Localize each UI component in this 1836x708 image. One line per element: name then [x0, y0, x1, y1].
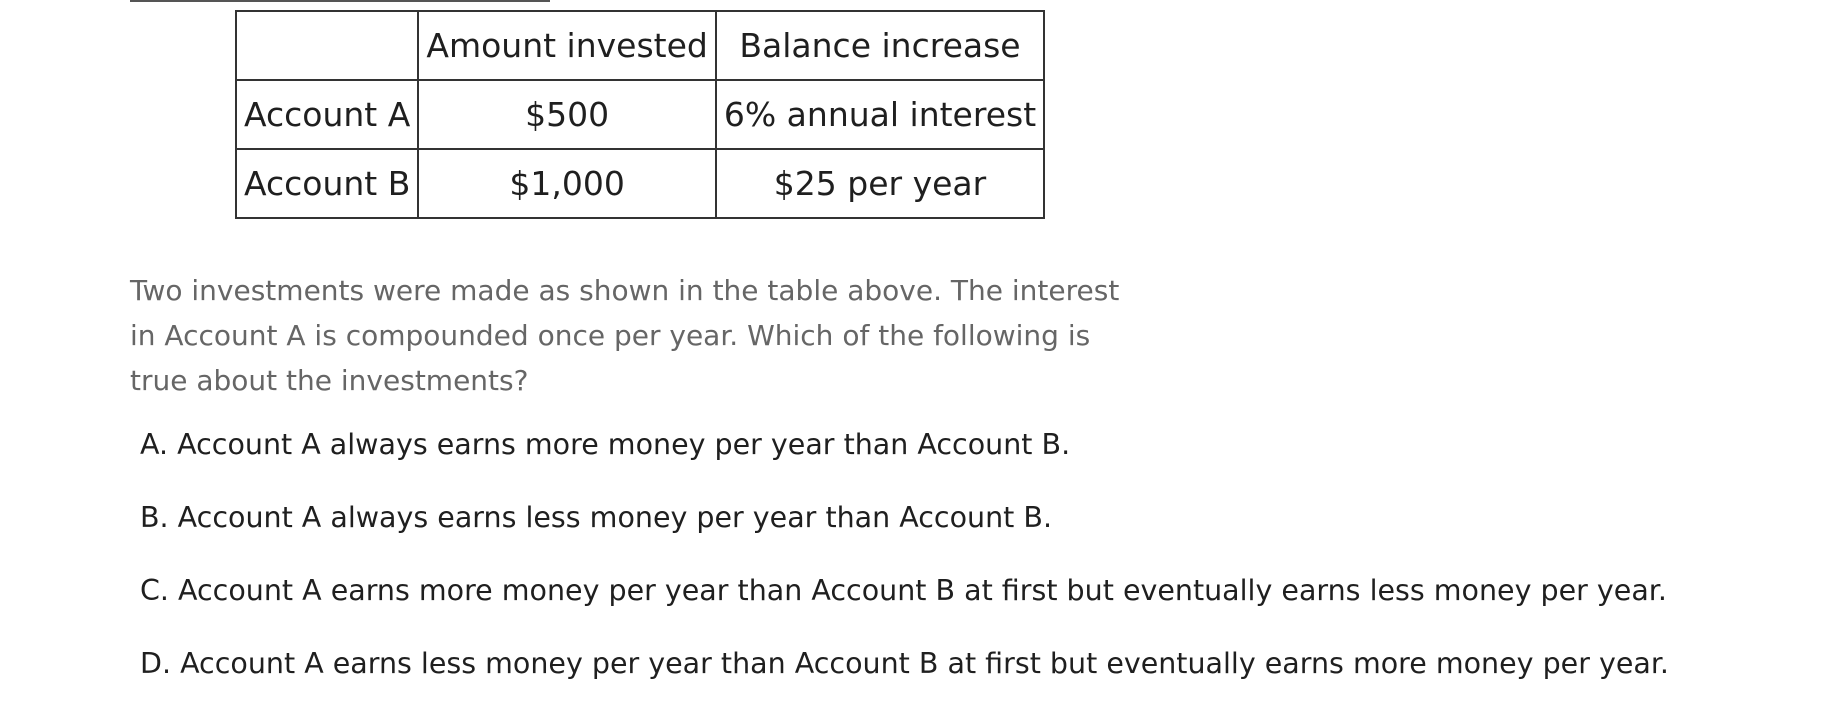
table-cell-account: Account A	[234, 79, 420, 150]
question-text: Two investments were made as shown in th…	[130, 274, 1120, 397]
top-divider	[130, 0, 550, 2]
choice-b[interactable]: B. Account A always earns less money per…	[140, 501, 1053, 534]
answer-choices: A. Account A always earns more money per…	[140, 422, 1669, 708]
table-cell-account: Account B	[234, 148, 420, 219]
table-row: Account A $500 6% annual interest	[234, 79, 1046, 150]
choice-c[interactable]: C. Account A earns more money per year t…	[140, 574, 1667, 607]
table-cell-amount: $500	[417, 79, 717, 150]
table-header-cell: Amount invested	[417, 10, 717, 81]
choice-d[interactable]: D. Account A earns less money per year t…	[140, 647, 1669, 680]
table-header-cell	[234, 10, 420, 81]
table-header-row: Amount invested Balance increase	[234, 10, 1046, 81]
table-header-cell: Balance increase	[714, 10, 1046, 81]
choice-a[interactable]: A. Account A always earns more money per…	[140, 428, 1071, 461]
table-row: Account B $1,000 $25 per year	[234, 148, 1046, 219]
table-cell-amount: $1,000	[417, 148, 717, 219]
table-cell-increase: $25 per year	[714, 148, 1046, 219]
investment-table: Amount invested Balance increase Account…	[234, 10, 1046, 219]
table-cell-increase: 6% annual interest	[714, 79, 1046, 150]
